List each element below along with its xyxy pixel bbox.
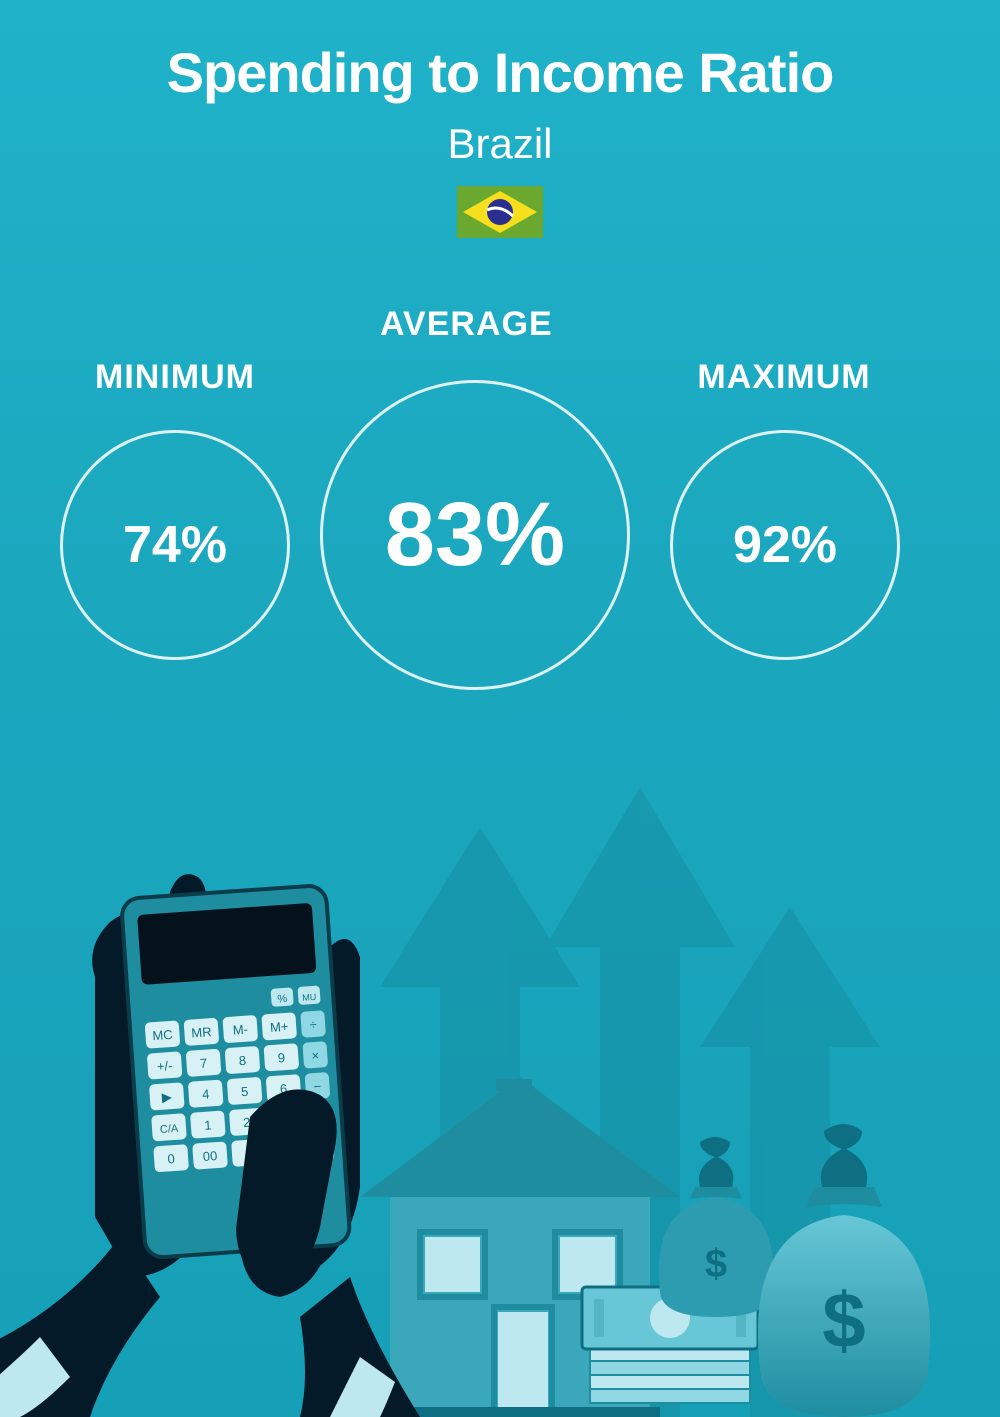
- hands-calculator-icon: % MU MC MR M-: [0, 874, 420, 1417]
- arrows-icon: [380, 787, 880, 1417]
- svg-text:00: 00: [202, 1148, 217, 1164]
- svg-text:+: +: [317, 1127, 326, 1142]
- illustration: $ $: [0, 717, 1000, 1417]
- svg-text:9: 9: [277, 1050, 285, 1065]
- brazil-flag-icon: [457, 186, 543, 238]
- svg-text:3: 3: [282, 1112, 290, 1127]
- svg-text:6: 6: [279, 1081, 287, 1096]
- page-title: Spending to Income Ratio: [0, 40, 1000, 105]
- svg-text:5: 5: [241, 1084, 249, 1099]
- big-money-bag-icon: $: [758, 1124, 930, 1417]
- svg-text:÷: ÷: [309, 1017, 317, 1032]
- average-label: AVERAGE: [380, 305, 540, 344]
- svg-text:×: ×: [311, 1048, 320, 1063]
- svg-text:M+: M+: [270, 1019, 289, 1035]
- maximum-label: MAXIMUM: [670, 358, 898, 397]
- cash-stack-icon: [582, 1287, 758, 1403]
- house-icon: [360, 1077, 680, 1417]
- infographic-page: Spending to Income Ratio Brazil MINIMUM …: [0, 0, 1000, 1417]
- svg-text:$: $: [822, 1276, 865, 1364]
- stats-row: MINIMUM 74% AVERAGE 83% MAXIMUM 92%: [0, 300, 1000, 700]
- minimum-value: 74%: [123, 515, 227, 575]
- svg-text:1: 1: [204, 1117, 212, 1132]
- maximum-circle: 92%: [670, 430, 900, 660]
- svg-text:M-: M-: [232, 1022, 248, 1038]
- svg-text:7: 7: [199, 1056, 207, 1071]
- svg-text:−: −: [313, 1079, 322, 1094]
- svg-text:.: .: [247, 1146, 252, 1161]
- svg-text:0: 0: [167, 1151, 175, 1166]
- svg-text:C/A: C/A: [160, 1123, 180, 1136]
- average-value: 83%: [385, 484, 565, 587]
- page-subtitle: Brazil: [0, 120, 1000, 168]
- svg-text:=: =: [284, 1143, 293, 1158]
- svg-text:8: 8: [238, 1053, 246, 1068]
- average-circle: 83%: [320, 380, 630, 690]
- svg-text:$: $: [705, 1242, 727, 1286]
- svg-text:MC: MC: [152, 1027, 173, 1043]
- svg-text:4: 4: [202, 1086, 210, 1101]
- minimum-circle: 74%: [60, 430, 290, 660]
- svg-text:▶: ▶: [161, 1089, 172, 1105]
- svg-text:2: 2: [243, 1115, 251, 1130]
- small-money-bag-icon: $: [659, 1137, 774, 1317]
- svg-text:MR: MR: [191, 1024, 212, 1040]
- maximum-value: 92%: [733, 515, 837, 575]
- svg-text:+/-: +/-: [156, 1058, 173, 1074]
- svg-text:MU: MU: [302, 992, 317, 1003]
- svg-text:%: %: [277, 993, 288, 1006]
- minimum-label: MINIMUM: [78, 358, 272, 397]
